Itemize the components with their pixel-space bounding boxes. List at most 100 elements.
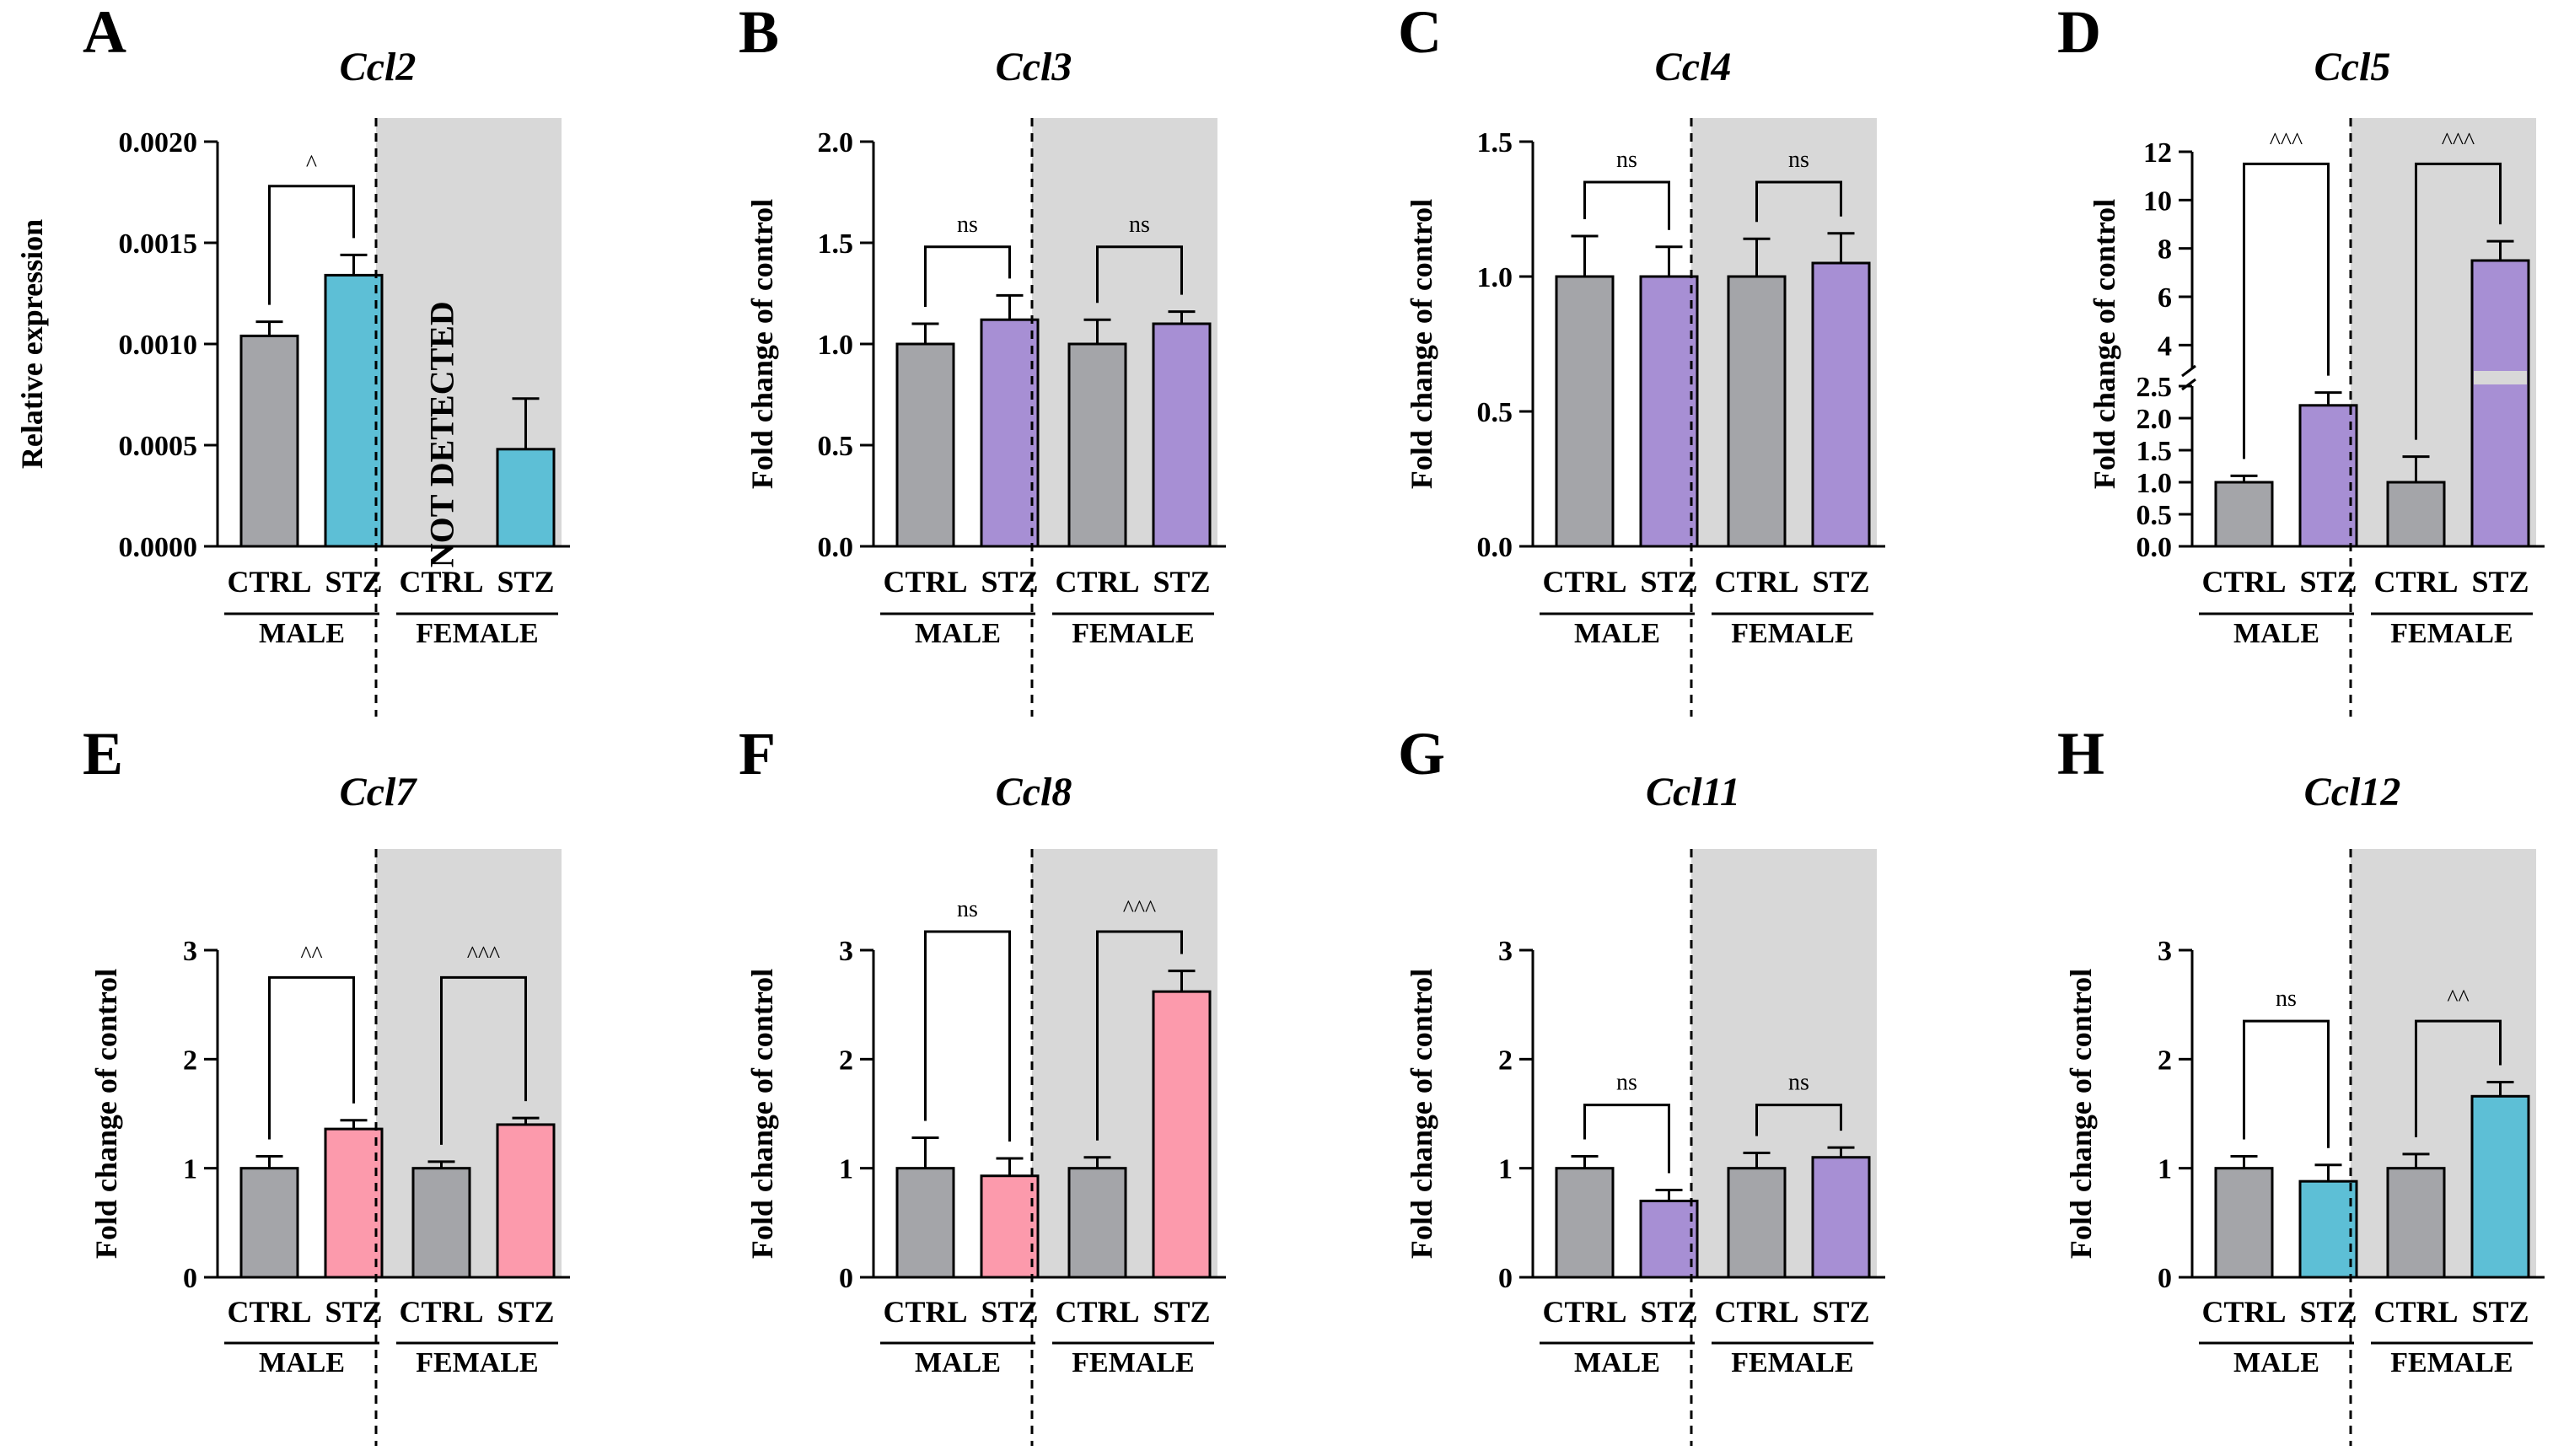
bar-stz-female bbox=[1152, 990, 1212, 1279]
y-tick-label: 0.0 bbox=[2136, 532, 2173, 563]
bar-stz-female bbox=[1811, 1156, 1871, 1279]
panel-d: 0.00.51.01.52.02.5 4 6 8 10 12 Fold change of … bbox=[2057, 0, 2545, 717]
significance-bracket bbox=[1583, 180, 1670, 230]
significance-label: ^^ bbox=[2447, 986, 2469, 1012]
category-label: STZ bbox=[325, 1295, 382, 1329]
y-tick-label: 2.5 bbox=[2136, 372, 2173, 403]
significance-bracket bbox=[924, 245, 1011, 307]
group-label-female: FEMALE bbox=[2390, 1347, 2513, 1378]
y-tick-label: 2.0 bbox=[2136, 404, 2173, 435]
significance-bracket bbox=[268, 975, 355, 1140]
y-tick-label: 1.5 bbox=[818, 228, 854, 260]
axis-break-mark bbox=[2181, 364, 2196, 378]
category-label: CTRL bbox=[1714, 565, 1798, 599]
bar-ctrl-female bbox=[1727, 275, 1787, 548]
group-label-male: MALE bbox=[259, 1347, 345, 1378]
y-tick-label: 1.0 bbox=[1477, 262, 1513, 293]
significance-label: ^^^ bbox=[2270, 128, 2303, 154]
y-tick-label: 3 bbox=[839, 936, 853, 967]
bar-ctrl-male bbox=[1555, 1167, 1615, 1279]
category-label: STZ bbox=[2299, 565, 2357, 599]
y-axis-label: Fold change of control bbox=[745, 969, 779, 1259]
y-axis-label: Relative expression bbox=[15, 219, 49, 469]
group-label-male: MALE bbox=[2233, 618, 2319, 649]
significance-bracket bbox=[1096, 930, 1183, 1141]
y-tick-label: 8 bbox=[2158, 234, 2172, 266]
y-axis-label: Fold change of control bbox=[89, 969, 123, 1259]
category-label: STZ bbox=[497, 565, 554, 599]
bar-stz-male bbox=[980, 318, 1040, 548]
y-tick-label: 0.0 bbox=[1477, 532, 1513, 563]
panel-title: Ccl4 bbox=[1655, 45, 1732, 89]
panel-b: 0.0 0.5 1.0 1.5 2.0 Fold change of control B Cc… bbox=[739, 0, 1226, 717]
category-label: STZ bbox=[1153, 1295, 1210, 1329]
category-label: CTRL bbox=[883, 1295, 967, 1329]
y-tick-label: 2 bbox=[2158, 1045, 2172, 1076]
y-tick-label: 1.5 bbox=[1477, 127, 1513, 158]
axis-break-band bbox=[2474, 371, 2527, 384]
bar-stz-male bbox=[2298, 1179, 2358, 1279]
category-label: STZ bbox=[1640, 565, 1697, 599]
y-tick-label: 0.0000 bbox=[119, 532, 198, 563]
y-tick-label: 1.0 bbox=[818, 330, 854, 361]
group-label-male: MALE bbox=[1574, 1347, 1660, 1378]
significance-label: ns bbox=[957, 896, 978, 922]
category-label: STZ bbox=[497, 1295, 554, 1329]
group-label-female: FEMALE bbox=[1072, 1347, 1194, 1378]
significance-bracket bbox=[2415, 162, 2502, 440]
bar-ctrl-female bbox=[2386, 481, 2446, 548]
y-tick-label: 3 bbox=[1498, 936, 1513, 967]
y-axis-label: Fold change of control bbox=[2088, 199, 2121, 489]
group-label-female: FEMALE bbox=[416, 1347, 538, 1378]
panel-e: 0 1 2 3 Fold change of control E Ccl7 CTRL STZ CT… bbox=[83, 720, 570, 1446]
category-label: STZ bbox=[1640, 1295, 1697, 1329]
bar-stz-male bbox=[1639, 1199, 1699, 1279]
y-tick-label: 1 bbox=[2158, 1154, 2172, 1185]
panel-title: Ccl8 bbox=[996, 770, 1072, 814]
y-tick-label: 1 bbox=[1498, 1154, 1513, 1185]
not-detected-annotation: NOT DETECTED bbox=[423, 301, 461, 567]
y-tick-label: 0 bbox=[839, 1263, 853, 1294]
category-label: CTRL bbox=[399, 1295, 483, 1329]
panel-h: 0 1 2 3 Fold change of control H Ccl12 CTRL STZ C… bbox=[2057, 720, 2545, 1446]
panel-title: Ccl7 bbox=[340, 770, 418, 814]
bar-stz-female bbox=[1152, 322, 1212, 548]
y-tick-label: 1 bbox=[839, 1154, 853, 1185]
bar-stz-male bbox=[980, 1174, 1040, 1279]
y-tick-label: 10 bbox=[2143, 185, 2172, 217]
significance-label: ^^^ bbox=[1123, 896, 1156, 922]
y-axis-label: Fold change of control bbox=[1405, 199, 1438, 489]
y-tick-label: 0 bbox=[183, 1263, 197, 1294]
group-label-male: MALE bbox=[2233, 1347, 2319, 1378]
panel-label: E bbox=[83, 720, 123, 787]
axis-break-mark bbox=[2181, 378, 2196, 391]
y-tick-label: 0.5 bbox=[818, 431, 854, 462]
significance-label: ns bbox=[1616, 147, 1637, 173]
panel-f: 0 1 2 3 Fold change of control F Ccl8 CTRL STZ CT… bbox=[739, 720, 1226, 1446]
bar-ctrl-female bbox=[411, 1167, 471, 1279]
significance-bracket bbox=[1583, 1104, 1670, 1174]
significance-bracket bbox=[2243, 1019, 2330, 1148]
group-label-female: FEMALE bbox=[1731, 618, 1853, 649]
panel-g: 0 1 2 3 Fold change of control G Ccl11 CTRL STZ C… bbox=[1398, 720, 1885, 1446]
category-label: STZ bbox=[981, 565, 1038, 599]
panel-label: A bbox=[83, 0, 126, 66]
bar-ctrl-male bbox=[2214, 1167, 2274, 1279]
y-tick-label: 2 bbox=[183, 1045, 197, 1076]
panel-a: 0.0000 0.0005 0.0010 0.0015 0.0020 Relative e… bbox=[15, 0, 570, 717]
bar-ctrl-male bbox=[239, 334, 299, 548]
group-label-male: MALE bbox=[915, 1347, 1001, 1378]
y-tick-label: 12 bbox=[2143, 137, 2172, 169]
category-label: CTRL bbox=[227, 565, 311, 599]
category-label: STZ bbox=[2471, 1295, 2529, 1329]
significance-bracket bbox=[924, 930, 1011, 1142]
y-tick-label: 0.5 bbox=[1477, 397, 1513, 428]
group-label-male: MALE bbox=[915, 618, 1001, 649]
category-label: CTRL bbox=[399, 565, 483, 599]
category-label: CTRL bbox=[1542, 1295, 1626, 1329]
y-tick-label: 2.0 bbox=[818, 127, 854, 158]
bar-ctrl-male bbox=[239, 1167, 299, 1279]
group-label-female: FEMALE bbox=[1072, 618, 1194, 649]
bar-stz-female bbox=[496, 1123, 556, 1279]
